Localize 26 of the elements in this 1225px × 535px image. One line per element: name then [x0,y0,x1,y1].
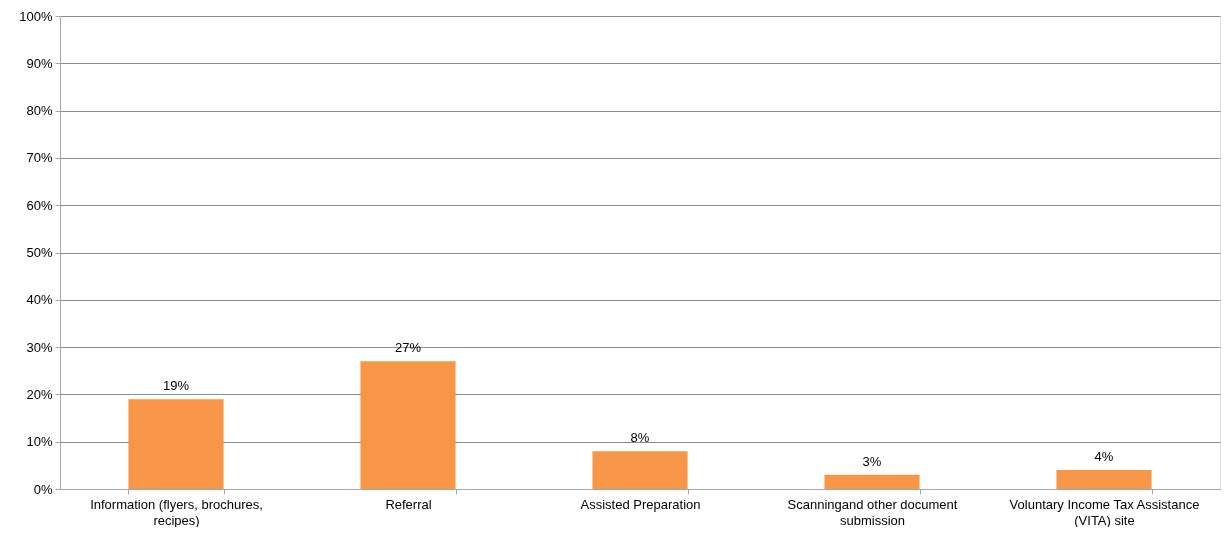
data-label: 8% [630,430,650,446]
y-tick-label: 50% [26,245,53,260]
y-tick-label: 70% [26,150,53,166]
data-label: 4% [1094,449,1114,465]
y-tick-label: 0% [33,481,53,497]
x-tick-label: Referral [385,496,432,512]
y-tick-label: 100% [19,8,53,24]
bar [360,361,456,489]
y-tick-label: 20% [26,386,53,402]
bar [128,399,224,489]
data-label: 3% [862,453,882,469]
x-tick-label: Assisted Preparation [580,496,701,512]
x-tick-label: Scanningand other document submission [787,496,958,528]
data-label: 19% [162,378,190,394]
y-tick-label: 60% [26,197,53,213]
bar [1056,470,1152,489]
y-tick-label: 80% [26,103,53,119]
y-tick-label: 30% [26,339,53,355]
x-tick-label: Voluntary Income Tax Assistance (VITA) site [1009,496,1200,528]
y-tick-label: 40% [26,292,53,308]
y-tick-label: 90% [26,55,53,71]
bar [592,451,688,489]
x-tick-label: Information (flyers, brochures, recipes) [90,496,263,528]
y-tick-label: 10% [26,434,53,450]
data-label: 27% [394,340,422,356]
bar [824,474,920,489]
